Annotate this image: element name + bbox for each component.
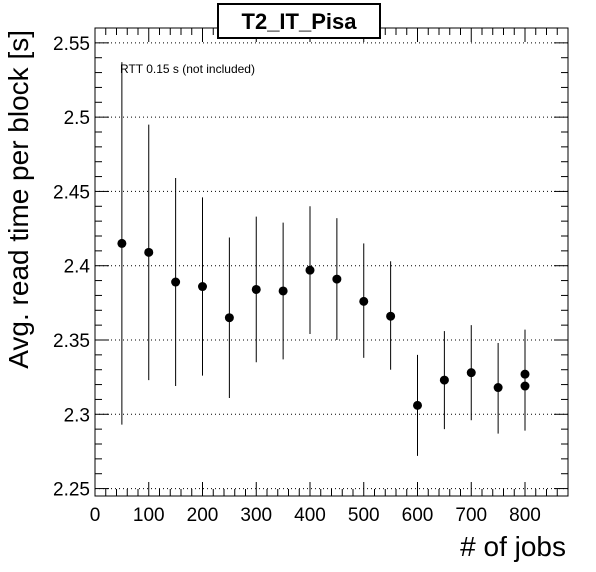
data-point <box>413 400 422 410</box>
chart-title: T2_IT_Pisa <box>242 9 358 34</box>
x-tick-label: 0 <box>90 505 101 526</box>
data-point <box>439 375 449 385</box>
data-point <box>198 282 207 292</box>
data-point <box>117 238 127 248</box>
x-tick-label: 200 <box>187 505 219 526</box>
x-axis-title: # of jobs <box>460 531 566 562</box>
grid-layer <box>95 42 568 490</box>
x-tick-label: 300 <box>240 505 272 526</box>
data-point <box>144 247 154 257</box>
y-axis-title: Avg. read time per block [s] <box>3 30 34 369</box>
y-tick-label: 2.45 <box>53 182 90 203</box>
y-tick-label: 2.35 <box>53 331 90 352</box>
data-point <box>305 265 315 275</box>
tick-label-layer: 0 100 200 300 400 500 600 700 800 2.25 2.3 2.35 2.4 2… <box>53 34 541 526</box>
y-tick-label: 2.25 <box>53 480 90 501</box>
data-point <box>332 274 342 284</box>
data-point <box>493 383 503 393</box>
data-layer <box>117 62 530 456</box>
title-box <box>217 3 381 39</box>
data-point <box>466 368 476 378</box>
data-point <box>359 296 369 306</box>
data-point <box>386 311 396 321</box>
x-tick-label: 600 <box>402 505 434 526</box>
data-point <box>520 381 530 391</box>
x-tick-label: 700 <box>455 505 487 526</box>
data-point <box>224 313 234 323</box>
data-point <box>251 284 261 294</box>
y-tick-label: 2.5 <box>64 108 90 129</box>
x-tick-label: 100 <box>133 505 165 526</box>
y-tick-label: 2.3 <box>64 405 90 426</box>
x-tick-label: 500 <box>348 505 380 526</box>
x-tick-label: 800 <box>509 505 541 526</box>
rtt-annotation: RTT 0.15 s (not included) <box>120 62 255 76</box>
data-point <box>171 277 181 287</box>
x-tick-label: 400 <box>294 505 326 526</box>
data-point <box>278 286 288 296</box>
y-tick-label: 2.55 <box>53 34 90 55</box>
y-tick-label: 2.4 <box>64 257 91 278</box>
